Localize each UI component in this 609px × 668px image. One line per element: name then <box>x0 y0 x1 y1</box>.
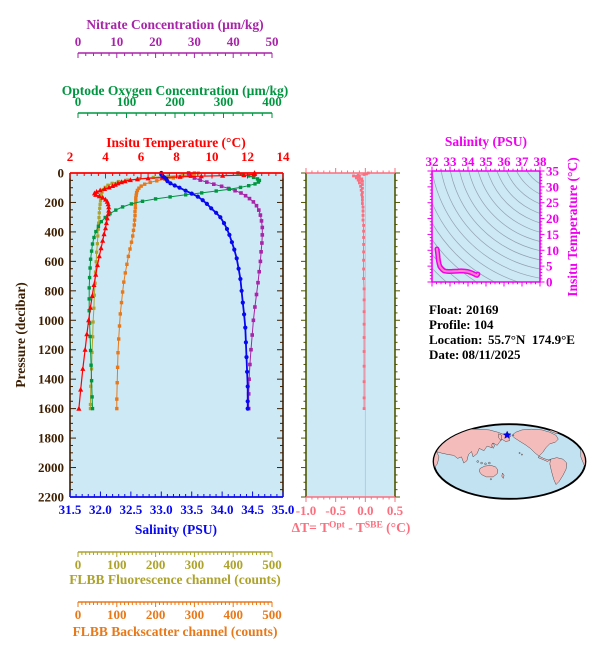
tick-label: 300 <box>185 557 205 572</box>
tick-label: 300 <box>185 607 205 622</box>
tick-label: 32.5 <box>119 502 142 517</box>
profile-number-row: Profile: 104 <box>429 317 494 332</box>
tick-label: 0 <box>75 607 82 622</box>
float-info-panel: Float: 20169 Profile: 104 Location: 55.7°N … <box>429 302 575 362</box>
temperature-axis-title: Insitu Temperature (°C) <box>106 135 245 150</box>
tick-label: 10 <box>110 34 123 49</box>
tick-label: 2000 <box>38 460 64 475</box>
tick-label: 200 <box>146 607 166 622</box>
tick-label: 100 <box>117 94 137 109</box>
tick-label: 38 <box>534 154 548 169</box>
tick-label: 400 <box>262 94 282 109</box>
fluorescence-axis: 0 100 200 300 400 500 <box>75 551 282 572</box>
tick-label: 30 <box>188 34 201 49</box>
tick-label: 600 <box>45 254 65 269</box>
delta-t-axis-label: ΔT= TOpt - TSBE (°C) <box>292 520 411 535</box>
oxygen-axis: 0 100 200 300 400 <box>75 94 282 118</box>
tick-label: 8 <box>173 149 180 164</box>
tick-label: 40 <box>227 34 240 49</box>
date-row: Date: 08/11/2025 <box>429 347 521 362</box>
tick-label: 100 <box>107 557 127 572</box>
tick-label: 50 <box>266 34 279 49</box>
tick-label: 12 <box>241 149 254 164</box>
tick-label: 34 <box>462 154 476 169</box>
float-id-row: Float: 20169 <box>429 302 499 317</box>
tick-label: 500 <box>262 557 282 572</box>
tick-label: 4 <box>102 149 109 164</box>
tick-label: 37 <box>516 154 530 169</box>
delta-t-plot: -1.0 -0.5 0.0 0.5 <box>296 168 404 518</box>
tick-label: 100 <box>107 607 127 622</box>
tick-label: 1800 <box>38 431 64 446</box>
tick-label: 33.5 <box>180 502 203 517</box>
tick-label: 300 <box>214 94 234 109</box>
tick-label: 30 <box>546 179 559 194</box>
ts-salinity-axis-title: Salinity (PSU) <box>445 134 527 149</box>
tick-label: 34.5 <box>241 502 264 517</box>
tick-label: 0.0 <box>357 503 373 518</box>
tick-label: 25 <box>546 195 560 210</box>
backscatter-axis-title: FLBB Backscatter channel (counts) <box>73 624 278 639</box>
rendered-charts: 0200400600800100012001400160018002000220… <box>38 34 560 622</box>
tick-label: 0 <box>75 557 82 572</box>
tick-label: 31.5 <box>59 502 82 517</box>
tick-label: -0.5 <box>325 503 346 518</box>
tick-label: 35 <box>480 154 494 169</box>
tick-label: 1200 <box>38 342 64 357</box>
tick-label: 36 <box>498 154 512 169</box>
tick-label: 0 <box>58 166 65 181</box>
pressure-axis-title: Pressure (decibar) <box>13 282 28 388</box>
tick-label: 20 <box>546 211 559 226</box>
tick-label: 34.0 <box>211 502 234 517</box>
tick-label: 800 <box>45 283 65 298</box>
tick-label: 35.0 <box>272 502 295 517</box>
tick-label: 0 <box>75 34 82 49</box>
tick-label: 1600 <box>38 401 64 416</box>
tick-label: 0 <box>75 94 82 109</box>
nitrate-axis-title: Nitrate Concentration (µm/kg) <box>86 17 263 32</box>
tick-label: -1.0 <box>296 503 317 518</box>
tick-label: 200 <box>45 195 65 210</box>
tick-label: 20 <box>149 34 162 49</box>
tick-label: 15 <box>546 227 560 242</box>
tick-label: 200 <box>165 94 185 109</box>
tick-label: 1400 <box>38 372 64 387</box>
salinity-axis-title: Salinity (PSU) <box>135 522 217 537</box>
profile-plot-series <box>76 170 265 411</box>
tick-label: 10 <box>546 243 559 258</box>
ts-temperature-axis-title: Insitu Temperature (°C) <box>565 157 580 296</box>
tick-label: 10 <box>206 149 219 164</box>
fluorescence-axis-title: FLBB Fluorescence channel (counts) <box>69 572 281 587</box>
backscatter-axis: 0 100 200 300 400 500 <box>75 601 282 622</box>
tick-label: 0.5 <box>387 503 404 518</box>
salinity-axis: 31.5 32.0 32.5 33.0 33.5 34.0 34.5 35.0 <box>59 491 295 517</box>
temperature-axis: 2 4 6 8 10 12 14 <box>67 149 290 179</box>
tick-label: 2200 <box>38 490 64 505</box>
tick-label: 14 <box>277 149 291 164</box>
tick-label: 2 <box>67 149 74 164</box>
location-row: Location: 55.7°N 174.9°E <box>429 332 575 347</box>
tick-label: 1000 <box>38 313 64 328</box>
tick-label: 6 <box>138 149 145 164</box>
world-map <box>432 423 587 500</box>
nitrate-axis: 0 10 20 30 40 50 <box>75 34 279 58</box>
float-location-star <box>502 430 512 439</box>
oxygen-axis-title: Optode Oxygen Concentration (µm/kg) <box>62 83 288 98</box>
tick-label: 33 <box>444 154 458 169</box>
tick-label: 0 <box>546 275 553 290</box>
tick-label: 32.0 <box>89 502 112 517</box>
tick-label: 33.0 <box>150 502 173 517</box>
pressure-axis: 0 200 400 600 800 1000 1200 1400 1600 1800 2000 220… <box>38 166 284 505</box>
tick-label: 32 <box>426 154 439 169</box>
tick-label: 500 <box>262 607 282 622</box>
tick-label: 400 <box>223 557 243 572</box>
tick-label: 400 <box>45 224 65 239</box>
tick-label: 5 <box>546 259 553 274</box>
tick-label: 400 <box>223 607 243 622</box>
tick-label: 35 <box>546 164 560 179</box>
tick-label: 200 <box>146 557 166 572</box>
